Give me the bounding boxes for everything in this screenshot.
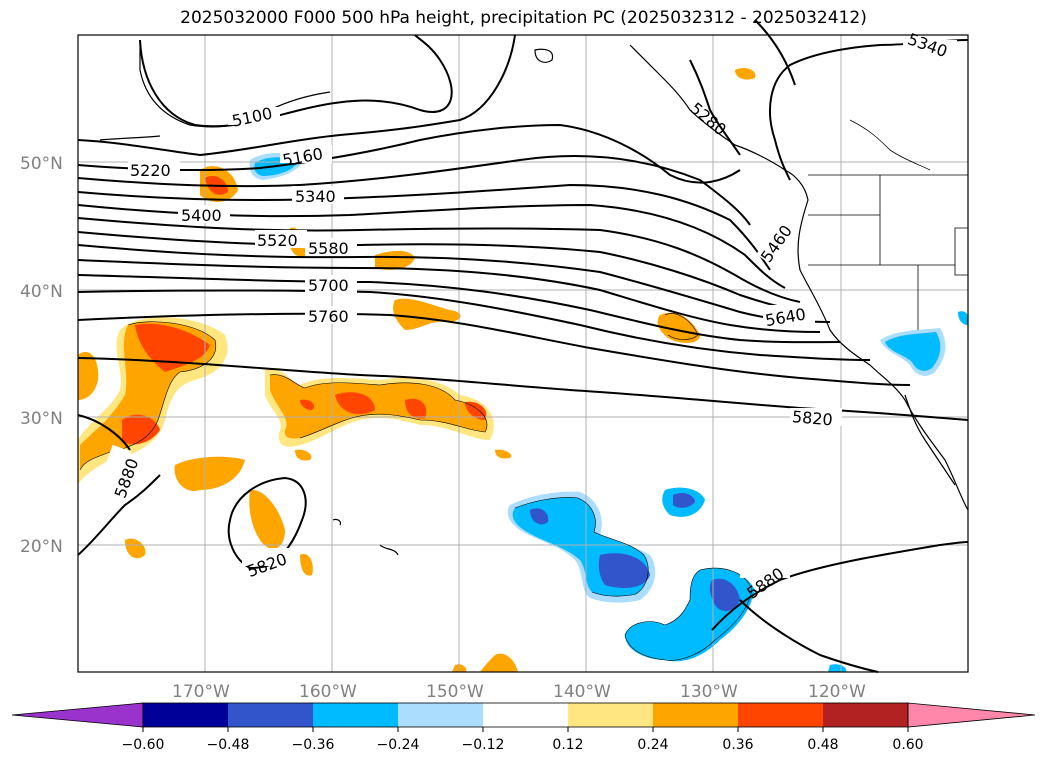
colorbar-tick-label: 0.36 <box>722 737 753 753</box>
colorbar-swatch <box>398 703 483 727</box>
lat-label-40n: 40°N <box>20 282 63 302</box>
colorbar-tick-label: 0.48 <box>807 737 838 753</box>
lon-label-120w: 120°W <box>808 682 866 702</box>
contour-label: 5820 <box>791 407 833 429</box>
lon-label-130w: 130°W <box>680 682 738 702</box>
contour-label: 5220 <box>130 161 171 180</box>
colorbar-swatch <box>653 703 738 727</box>
colorbar-tick-label: 0.24 <box>637 737 668 753</box>
colorbar-swatch <box>483 703 568 727</box>
colorbar-tick-label: 0.60 <box>892 737 923 753</box>
contour-label: 5580 <box>308 239 349 258</box>
colorbar-tick-label: −0.60 <box>122 737 165 753</box>
height-contours <box>77 19 969 673</box>
colorbar-tick-label: −0.12 <box>462 737 505 753</box>
contour-label: 5700 <box>308 276 349 295</box>
colorbar-border <box>142 702 909 728</box>
colorbar-tick-label: −0.36 <box>292 737 335 753</box>
colorbar-swatch <box>738 703 823 727</box>
colorbar-extend-min <box>11 702 144 728</box>
colorbar-swatch <box>568 703 653 727</box>
map-frame <box>77 34 969 673</box>
colorbar: −0.60 −0.48 −0.36 −0.24 −0.12 0.12 0.24 0.36 0.4… <box>11 702 1036 753</box>
contour-label: 5760 <box>308 307 349 326</box>
lat-label-30n: 30°N <box>20 409 63 429</box>
colorbar-swatch <box>313 703 398 727</box>
lon-label-140w: 140°W <box>553 682 611 702</box>
colorbar-swatch <box>228 703 313 727</box>
lon-label-170w: 170°W <box>172 682 230 702</box>
lat-label-50n: 50°N <box>20 154 63 174</box>
colorbar-swatch <box>823 703 908 727</box>
latitude-labels: 50°N 40°N 30°N 20°N <box>20 154 63 557</box>
contour-label: 5340 <box>295 187 336 206</box>
lat-label-20n: 20°N <box>20 537 63 557</box>
lon-label-150w: 150°W <box>426 682 484 702</box>
colorbar-tick-label: −0.24 <box>377 737 420 753</box>
precip-outlines <box>79 313 753 661</box>
coastlines <box>99 40 969 556</box>
contour-label: 5520 <box>257 231 298 250</box>
positive-precip-shading <box>78 67 756 672</box>
political-boundaries <box>808 119 969 330</box>
colorbar-tick-label: 0.12 <box>552 737 583 753</box>
colorbar-swatch <box>143 703 228 727</box>
lon-label-160w: 160°W <box>299 682 357 702</box>
chart-title: 2025032000 F000 500 hPa height, precipit… <box>180 8 867 28</box>
contour-label: 5400 <box>181 206 222 225</box>
colorbar-extend-max <box>907 702 1036 728</box>
longitude-labels: 170°W 160°W 150°W 140°W 130°W 120°W <box>172 682 866 702</box>
contour-label-group: 5100 5160 5220 5340 5400 5520 5580 5700 … <box>97 29 957 603</box>
colorbar-tick-label: −0.48 <box>207 737 250 753</box>
